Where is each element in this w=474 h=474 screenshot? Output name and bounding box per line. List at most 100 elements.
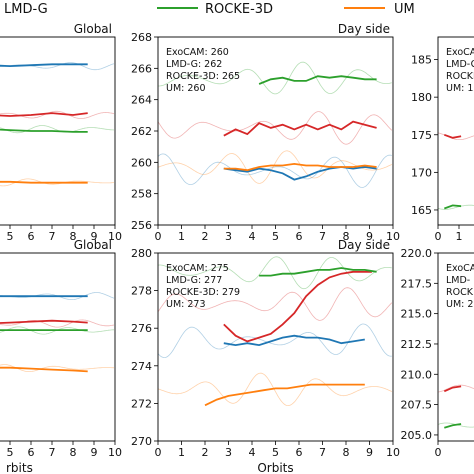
y-tick-label: 207.5	[401, 399, 433, 412]
panel-3: 0 1 165 170 175 180 185 ExoCAMLMD-GROCKEUM: 1	[411, 36, 474, 243]
raw-trace-um	[0, 364, 115, 372]
panel-title: Day side	[338, 22, 390, 36]
raw-trace-um	[0, 178, 114, 187]
legend-label-um: UM	[394, 2, 415, 17]
y-tick-label: 210.0	[401, 368, 433, 381]
y-tick-label: 274	[131, 360, 152, 373]
x-tick-label: 8	[343, 230, 350, 243]
legend: LMD-G ROCKE-3D UM	[4, 2, 415, 17]
x-tick-label: 1	[178, 230, 185, 243]
series-line-um	[223, 162, 377, 172]
x-tick-label: 6	[28, 230, 35, 243]
y-tick-label: 215.0	[401, 308, 433, 321]
series-line-rocke	[0, 329, 88, 331]
y-tick-label: 220.0	[401, 247, 433, 260]
x-tick-label: 10	[108, 230, 122, 243]
x-tick-label: 6	[296, 230, 303, 243]
raw-trace-lmdg	[438, 384, 474, 393]
raw-trace-lmdg	[158, 111, 393, 145]
x-tick-label: 7	[319, 230, 326, 243]
raw-trace-rocke	[438, 204, 474, 210]
x-tick-label: 0	[155, 446, 162, 459]
x-tick-label: 10	[108, 446, 122, 459]
y-tick-label: 258	[131, 188, 152, 201]
x-tick-label: 0	[435, 230, 442, 243]
x-tick-label: 5	[272, 230, 279, 243]
y-tick-label: 256	[131, 219, 152, 232]
x-tick-label: 6	[28, 446, 35, 459]
raw-trace-exocam	[158, 323, 392, 359]
series-line-exocam	[223, 334, 365, 347]
x-tick-label: 10	[386, 230, 400, 243]
x-tick-label: 4	[249, 446, 256, 459]
x-tick-label: 7	[49, 446, 56, 459]
series-line-lmdg	[223, 270, 372, 343]
y-tick-label: 165	[411, 204, 432, 217]
raw-trace-rocke	[158, 61, 392, 95]
y-tick-label: 180	[411, 91, 432, 104]
raw-signal-traces	[158, 256, 393, 407]
raw-trace-rocke	[0, 125, 115, 134]
raw-trace-lmdg	[0, 110, 115, 119]
y-tick-label: 280	[131, 247, 152, 260]
axes-frame	[437, 252, 474, 442]
y-tick-label: 185	[411, 54, 432, 67]
series-line-lmdg	[0, 112, 88, 117]
x-tick-label: 5	[272, 446, 279, 459]
series-line-rocke	[444, 423, 462, 429]
raw-trace-lmdg	[158, 287, 393, 321]
annotation-text: UM: 1	[446, 83, 473, 94]
annotation-text: LMD-	[446, 275, 470, 286]
annotation-text: ROCKE	[446, 71, 474, 82]
y-tick-label: 270	[131, 435, 152, 448]
axes-frame	[0, 252, 116, 442]
raw-trace-lmdg	[0, 319, 115, 328]
raw-trace-um	[158, 150, 392, 184]
annotation-text: ROCKE-3D: 279	[166, 287, 240, 298]
x-tick-label: 9	[91, 230, 98, 243]
series-line-rocke	[443, 204, 462, 210]
x-tick-label: 7	[49, 230, 56, 243]
x-tick-label: 0	[155, 230, 162, 243]
annotation-text: ROCKE-3D: 265	[166, 71, 240, 82]
y-tick-label: 278	[131, 285, 152, 298]
annotation-text: LMD-G: 262	[166, 59, 222, 70]
series-line-exocam	[223, 166, 377, 181]
y-tick-label: 260	[131, 156, 152, 169]
panel-1: 5 6 7 8 9 10 Global	[0, 22, 122, 243]
x-tick-label: 0	[435, 446, 442, 459]
annotation-text: UM: 2	[446, 299, 473, 310]
x-axis-label: Orbits	[257, 461, 293, 474]
y-tick-label: 175	[411, 129, 432, 142]
x-tick-label: 5	[7, 446, 14, 459]
series-line-rocke	[259, 267, 377, 277]
x-tick-label: 9	[366, 446, 373, 459]
y-tick-label: 272	[131, 397, 152, 410]
raw-signal-traces	[0, 292, 115, 372]
raw-signal-traces	[438, 384, 474, 428]
panel-4: 5 6 7 8 9 10 Global rbits	[0, 238, 122, 474]
raw-trace-exocam	[158, 153, 392, 188]
series-line-rocke	[0, 128, 88, 133]
y-tick-label: 276	[131, 322, 152, 335]
annotation-text: LMD-G: 277	[166, 275, 222, 286]
x-tick-label: 8	[343, 446, 350, 459]
x-tick-label: 4	[249, 230, 256, 243]
x-tick-label: 8	[70, 230, 77, 243]
x-tick-label: 1	[456, 230, 463, 243]
y-tick-label: 264	[131, 94, 152, 107]
x-tick-label: 9	[366, 230, 373, 243]
annotation-text: UM: 273	[166, 299, 206, 310]
panel-title: Global	[74, 22, 112, 36]
series-line-lmdg	[443, 133, 462, 139]
series-line-lmdg	[0, 319, 88, 324]
x-tick-label: 10	[386, 446, 400, 459]
x-axis-label: rbits	[6, 461, 33, 474]
y-tick-label: 268	[131, 31, 152, 44]
panel-2: 0 1 2 3 4 5 6 7 8 9 10 256 258 260 262 264 266 268 Day sid…	[131, 22, 400, 243]
series-line-exocam	[0, 63, 88, 68]
y-tick-label: 170	[411, 166, 432, 179]
x-tick-label: 7	[319, 446, 326, 459]
raw-trace-rocke	[158, 256, 392, 290]
